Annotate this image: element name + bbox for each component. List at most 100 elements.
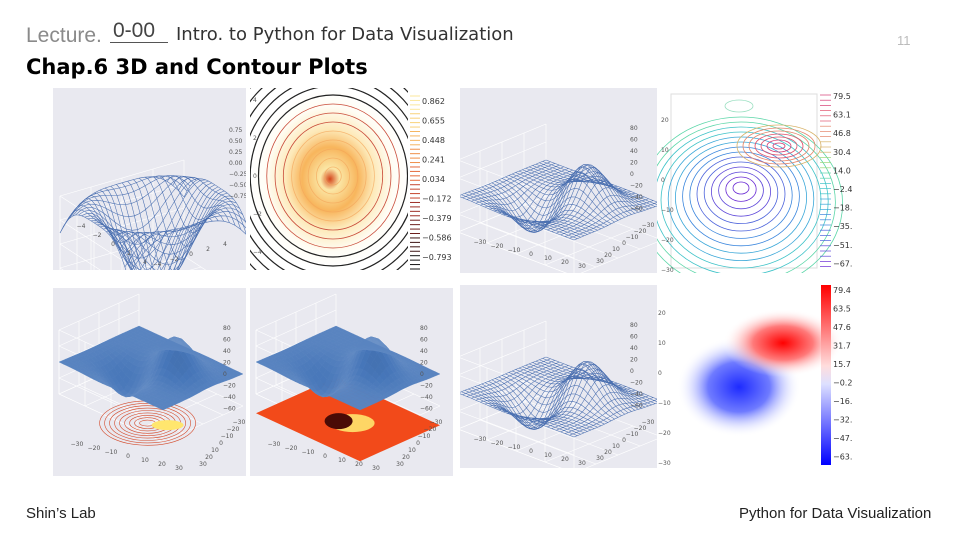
grid-line	[460, 232, 567, 273]
wireframe-3d-plot-2: 80 60 40 20 0 −20 −40 −60 −30 −20 −10 0 10 20 30 30 20 10…	[460, 285, 657, 468]
z-tick-label: 20	[420, 360, 428, 367]
wireframe-line	[155, 175, 225, 234]
grid-line	[255, 309, 337, 347]
y-tick-label: −4	[77, 223, 86, 230]
colorbar-label: −18.8	[833, 204, 852, 213]
x-tick-label: 20	[561, 259, 569, 266]
contour-line	[742, 127, 816, 165]
wireframe-line	[560, 395, 649, 433]
y-tick-label: 20	[604, 449, 612, 456]
colorbar-label: 0.034	[422, 175, 445, 184]
contour-ring	[324, 166, 342, 186]
x-tick-label: 10	[544, 255, 552, 262]
contour-line	[657, 116, 843, 273]
wireframe-line	[127, 181, 196, 270]
grid-line	[479, 222, 597, 268]
page-number: 11	[897, 33, 911, 48]
grid-line	[59, 243, 101, 270]
y-tick-label: 20	[205, 454, 213, 461]
x-tick-label: −30	[474, 436, 487, 443]
wireframe-3d-plot: 80 60 40 20 0 −20 −40 −60 −30 −20 −10 0 10 20 30 30 20 10…	[460, 88, 657, 273]
x-tick-label: 0	[126, 453, 130, 460]
wireframe-line	[183, 178, 246, 224]
x-tick-label: −10	[302, 449, 315, 456]
z-tick-label: 20	[223, 360, 231, 367]
contour-line	[772, 142, 786, 150]
wireframe-line	[100, 190, 225, 270]
contour-ring	[291, 130, 375, 222]
contour-line	[696, 156, 786, 232]
wireframe-line	[178, 176, 246, 235]
colorbar-label: −32.0	[833, 416, 852, 425]
grid-line	[134, 255, 185, 270]
x-tick-label: 20	[355, 461, 363, 468]
contour-fill	[250, 88, 410, 270]
wireframe-line	[460, 159, 547, 196]
z-tick-label: 80	[420, 325, 428, 332]
wireframe-line	[78, 178, 203, 245]
surface-contour-plot: 80 60 40 20 0 −20 −40 −60 −30 −20 −10 0 10 20 30 30 20 10…	[53, 288, 246, 476]
wireframe-line	[84, 180, 209, 270]
x-tick-label: 2	[206, 246, 210, 253]
z-tick-label: −60	[223, 406, 236, 413]
lecture-number: 0-00	[113, 19, 156, 42]
colorbar-label: −0.172	[422, 195, 452, 204]
wireframe-line	[551, 384, 640, 429]
wireframe-line	[471, 387, 588, 432]
z-tick-label: −40	[223, 394, 236, 401]
x-tick-label: −20	[491, 243, 504, 250]
grid-line	[59, 231, 185, 269]
y-tick-label: 0	[622, 240, 626, 247]
x-tick-label: 10	[141, 457, 149, 464]
colorbar-label: −63.8	[833, 453, 852, 462]
y-tick-label: −30	[642, 222, 655, 229]
plot-area	[670, 93, 818, 269]
grid-line	[460, 338, 547, 375]
wireframe-line	[498, 376, 615, 420]
x-tick-label: 30	[578, 263, 586, 270]
wireframe-line	[495, 378, 612, 422]
y-tick-label: 0	[661, 177, 665, 184]
grid-line	[255, 293, 337, 331]
y-tick-label: 20	[658, 310, 666, 317]
wireframe-line	[488, 380, 605, 429]
y-tick-label: 10	[408, 447, 416, 454]
wireframe-line	[461, 194, 578, 239]
y-tick-label: 30	[596, 258, 604, 265]
colorbar-label: 46.8	[833, 129, 851, 138]
y-tick-label: 0	[416, 440, 420, 447]
grid-line	[544, 425, 634, 463]
wireframe-line	[116, 184, 185, 270]
grid-line	[544, 228, 634, 266]
footer-lab-name: Shin’s Lab	[26, 505, 96, 522]
colorbar-label: −0.379	[422, 214, 452, 223]
wireframe-line	[564, 200, 654, 237]
grid-line	[479, 419, 597, 465]
z-tick-label: 40	[420, 348, 428, 355]
x-tick-label: 0	[189, 251, 193, 258]
wireframe-line	[564, 397, 654, 434]
wireframe-line	[508, 166, 625, 218]
chapter-title: Chap.6 3D and Contour Plots	[26, 55, 368, 79]
wireframe-plot: 0.75 0.50 0.25 0.00 −0.25 −0.50 −0.75 −4 −2 0 2 4 −4…	[53, 88, 246, 270]
y-tick-label: 4	[143, 259, 147, 266]
z-tick-label: −60	[630, 403, 643, 410]
y-tick-label: 0	[111, 241, 115, 248]
z-tick-label: 0.75	[229, 127, 243, 134]
z-tick-label: −0.25	[229, 171, 246, 178]
colorbar-label: 79.5	[833, 92, 851, 101]
wireframe-line	[110, 185, 179, 270]
contour-line	[711, 166, 772, 217]
grid-line	[460, 374, 547, 411]
wireframe-line	[460, 356, 547, 393]
contour-line	[682, 146, 800, 247]
contour-line	[760, 136, 798, 156]
contour-line	[725, 176, 757, 202]
y-tick-label: −30	[658, 460, 671, 467]
contour-lines-plot-svg: 79.5 63.1 46.8 30.4 14.0 −2.4 −18.8 −35.2 −51.6 −…	[657, 92, 852, 273]
grid-line	[59, 207, 185, 245]
wireframe-line	[69, 175, 194, 219]
z-tick-label: −20	[630, 380, 643, 387]
colorbar-label: 14.0	[833, 166, 851, 175]
wireframe-line	[478, 384, 595, 429]
